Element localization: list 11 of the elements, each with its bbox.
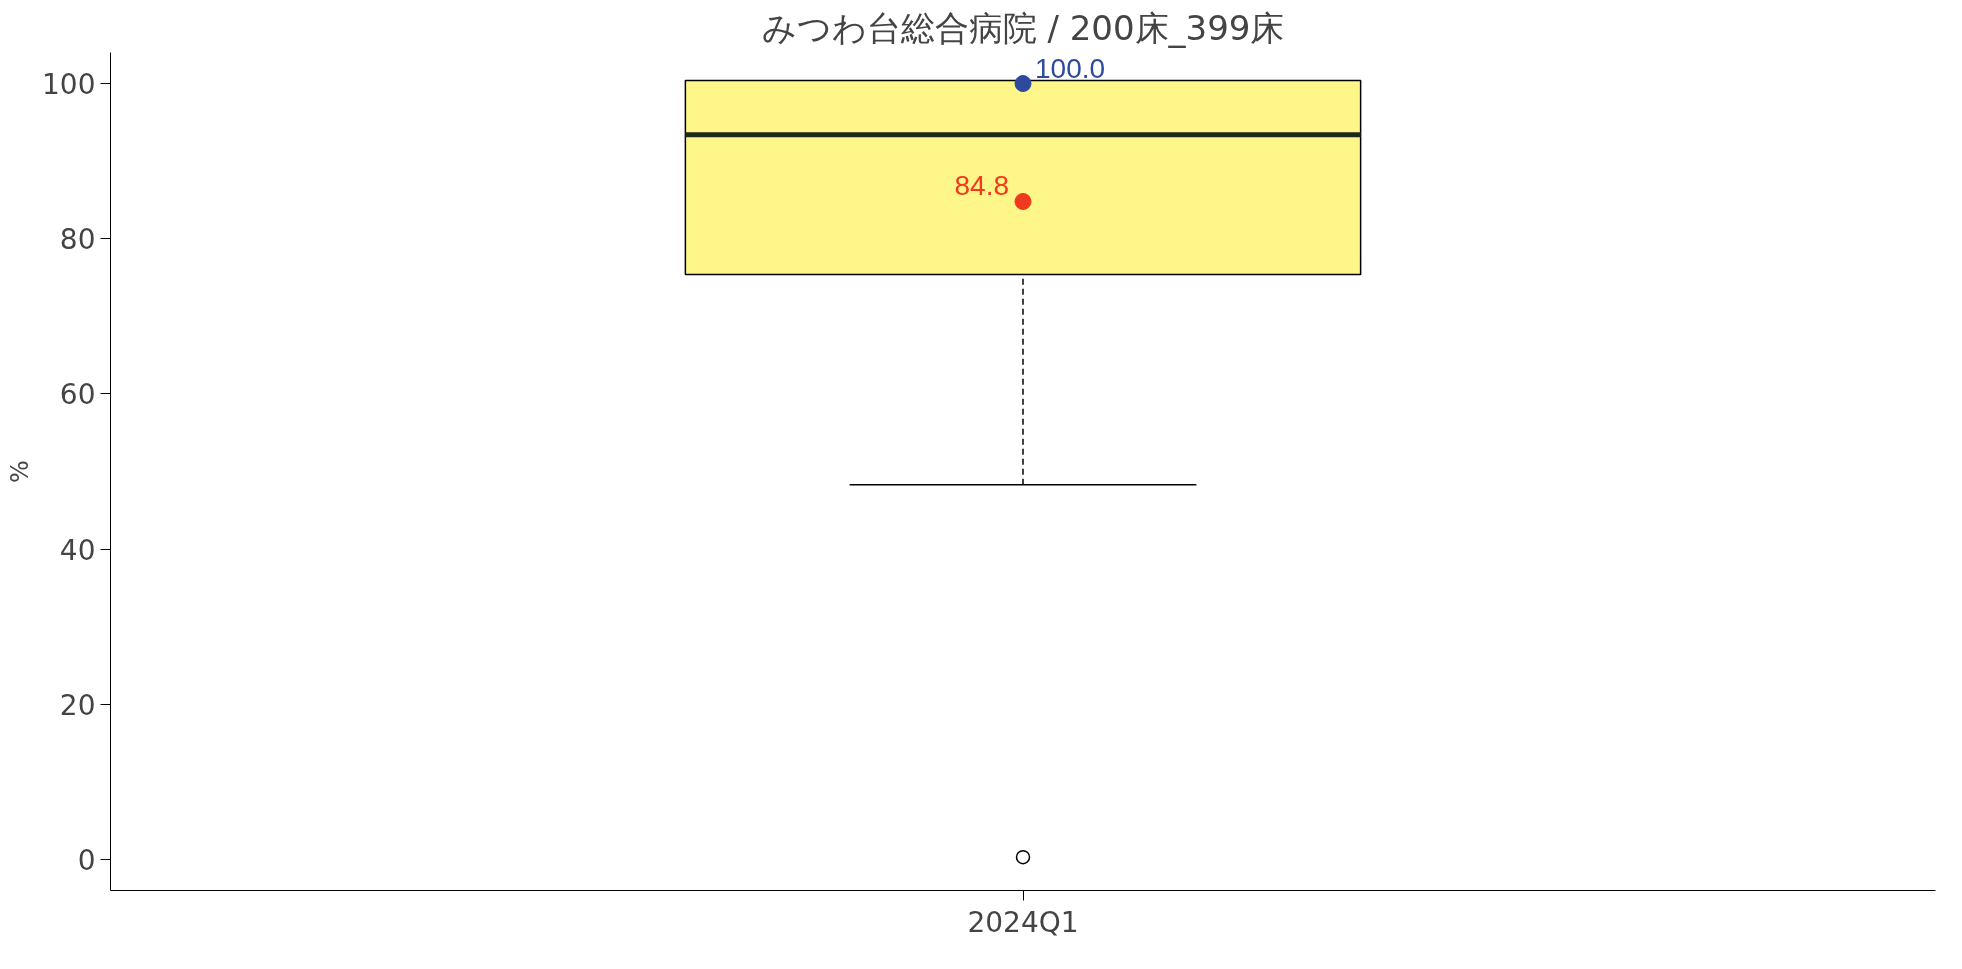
y-tick-label: 60: [59, 378, 96, 412]
y-axis-title: %: [6, 460, 35, 483]
data-label: 100.0: [1035, 52, 1106, 84]
y-tick-label: 80: [59, 223, 96, 257]
x-tick-label: 2024Q1: [967, 905, 1079, 939]
y-tick-label: 40: [59, 533, 96, 567]
y-tick-label: 20: [59, 688, 96, 722]
y-tick-label: 0: [77, 843, 96, 877]
y-tick-label: 100: [42, 68, 96, 102]
chart-title: みつわ台総合病院 / 200床_399床: [761, 7, 1285, 48]
data-label: 84.8: [954, 170, 1009, 202]
